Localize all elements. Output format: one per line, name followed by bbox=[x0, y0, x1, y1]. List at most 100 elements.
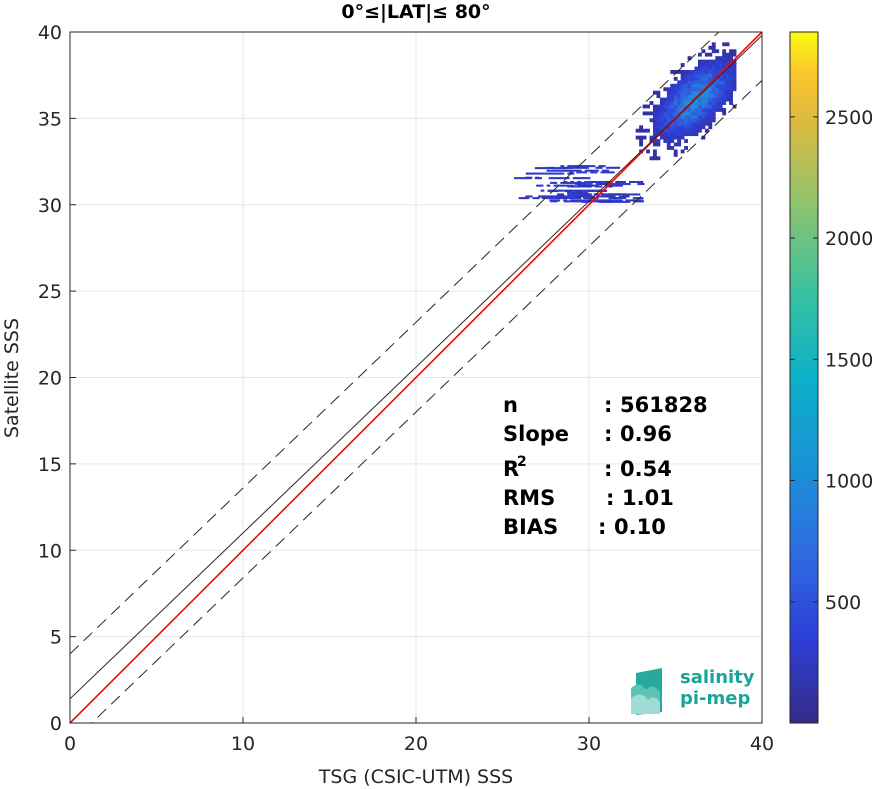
density-cell bbox=[639, 180, 644, 184]
density-cell bbox=[608, 184, 613, 187]
density-cell bbox=[729, 66, 733, 71]
density-cell bbox=[517, 177, 522, 180]
density-cell bbox=[629, 193, 634, 196]
density-cell bbox=[659, 125, 664, 130]
density-cell bbox=[659, 97, 664, 102]
density-cell bbox=[680, 87, 685, 92]
density-cell bbox=[598, 195, 602, 198]
density-cell bbox=[559, 177, 563, 180]
y-tick-label: 20 bbox=[38, 368, 62, 390]
density-cell bbox=[666, 111, 671, 116]
density-cell bbox=[684, 146, 689, 150]
density-cell bbox=[722, 108, 727, 112]
y-tick-label: 5 bbox=[50, 627, 62, 649]
stat-value: 1.01 bbox=[622, 486, 674, 510]
density-cell bbox=[670, 114, 675, 119]
stat-value: 0.10 bbox=[614, 515, 666, 539]
density-cell bbox=[687, 80, 692, 85]
density-cell bbox=[697, 87, 702, 92]
density-cell bbox=[525, 197, 530, 200]
density-cell bbox=[569, 171, 574, 174]
density-cell bbox=[701, 90, 706, 95]
density-cell bbox=[613, 182, 617, 186]
density-cell bbox=[562, 195, 567, 198]
density-cell bbox=[722, 59, 727, 64]
density-cell bbox=[708, 73, 713, 78]
density-cell bbox=[711, 97, 716, 102]
density-cell bbox=[567, 193, 572, 196]
density-cell bbox=[718, 101, 723, 105]
density-cell bbox=[538, 167, 543, 170]
density-cell bbox=[729, 76, 733, 81]
density-cell bbox=[701, 135, 706, 140]
density-cell bbox=[704, 101, 709, 105]
density-cell bbox=[704, 66, 709, 71]
density-cell bbox=[704, 59, 709, 64]
density-cell bbox=[567, 172, 572, 175]
density-cell bbox=[557, 189, 562, 192]
density-cell bbox=[608, 197, 613, 200]
density-cell bbox=[715, 59, 720, 64]
density-cell bbox=[708, 94, 713, 99]
density-cell bbox=[550, 200, 555, 203]
density-cell bbox=[666, 142, 671, 147]
density-cell bbox=[687, 56, 692, 61]
density-cell bbox=[670, 146, 675, 150]
density-cell bbox=[704, 108, 709, 112]
density-cell bbox=[588, 182, 593, 186]
stat-separator: : bbox=[604, 457, 612, 481]
density-cell bbox=[697, 101, 702, 105]
density-cell bbox=[704, 83, 709, 88]
density-cell bbox=[534, 177, 539, 180]
density-cell bbox=[708, 97, 713, 102]
density-cell bbox=[571, 200, 575, 203]
density-cell bbox=[691, 104, 695, 109]
density-cell bbox=[656, 128, 661, 133]
density-cell bbox=[612, 184, 617, 187]
density-cell bbox=[527, 177, 532, 180]
density-cell bbox=[656, 142, 661, 147]
density-cell bbox=[694, 94, 699, 99]
density-cell bbox=[704, 63, 709, 67]
y-tick-label: 40 bbox=[38, 22, 62, 44]
density-cell bbox=[715, 63, 720, 67]
density-cell bbox=[680, 76, 685, 81]
density-cell bbox=[591, 184, 596, 187]
y-tick-label: 0 bbox=[50, 713, 62, 735]
density-cell bbox=[636, 193, 641, 196]
density-cell bbox=[653, 121, 657, 126]
density-cell bbox=[653, 125, 657, 130]
density-cell bbox=[595, 193, 599, 196]
density-cell bbox=[653, 118, 657, 123]
density-cell bbox=[725, 90, 730, 95]
density-cell bbox=[673, 83, 678, 88]
density-cell bbox=[691, 90, 695, 95]
density-cell bbox=[659, 111, 664, 116]
density-cell bbox=[722, 66, 727, 71]
logo: salinity pi-mep bbox=[631, 667, 755, 715]
density-cell bbox=[694, 104, 699, 109]
density-cell bbox=[579, 189, 583, 193]
density-cell bbox=[609, 182, 614, 186]
density-cell bbox=[574, 200, 579, 203]
y-tick-label: 25 bbox=[38, 281, 62, 303]
density-cell bbox=[591, 195, 595, 198]
density-cell bbox=[708, 76, 713, 81]
density-cell bbox=[581, 184, 585, 187]
density-cell bbox=[536, 172, 540, 175]
density-cell bbox=[711, 111, 716, 116]
density-cell bbox=[722, 80, 727, 85]
density-cell bbox=[567, 191, 571, 194]
logo-line2: pi-mep bbox=[680, 688, 750, 709]
density-cell bbox=[687, 132, 692, 137]
density-cell bbox=[725, 56, 730, 61]
density-cell bbox=[570, 193, 575, 196]
density-cell bbox=[725, 63, 730, 67]
density-cell bbox=[670, 118, 675, 123]
density-cell bbox=[722, 49, 727, 54]
x-tick-label: 20 bbox=[404, 733, 428, 755]
density-cell bbox=[684, 76, 689, 81]
density-cell bbox=[632, 180, 637, 184]
density-cell bbox=[704, 90, 709, 95]
line-upper bbox=[70, 32, 720, 655]
